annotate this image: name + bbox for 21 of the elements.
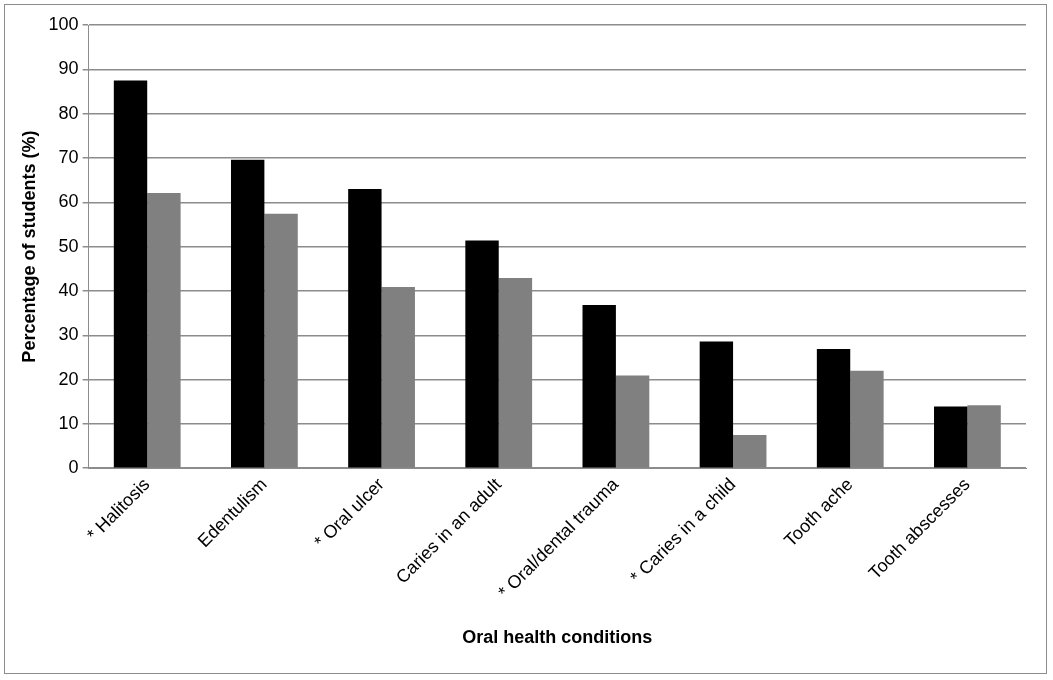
x-axis-title: Oral health conditions (462, 627, 653, 648)
bar (113, 80, 148, 468)
bar (582, 305, 616, 468)
y-tick-label: 100 (48, 13, 79, 34)
y-tick-label: 20 (58, 368, 79, 389)
bar (231, 159, 265, 468)
y-tick-label: 10 (58, 412, 79, 433)
y-tick-label: 70 (58, 146, 79, 167)
bar (348, 188, 382, 468)
y-tick-label: 80 (58, 102, 79, 123)
bar (816, 349, 851, 468)
bar (934, 406, 968, 468)
bar (699, 341, 734, 468)
y-tick-label: 60 (58, 191, 79, 212)
y-tick-label: 30 (58, 324, 79, 345)
y-tick-label: 40 (58, 279, 79, 300)
y-tick-label: 50 (58, 235, 79, 256)
y-axis-title: Percentage of students (%) (18, 130, 39, 363)
bar (465, 240, 499, 468)
y-tick-label: 90 (58, 58, 79, 79)
y-tick-label: 0 (68, 457, 79, 478)
